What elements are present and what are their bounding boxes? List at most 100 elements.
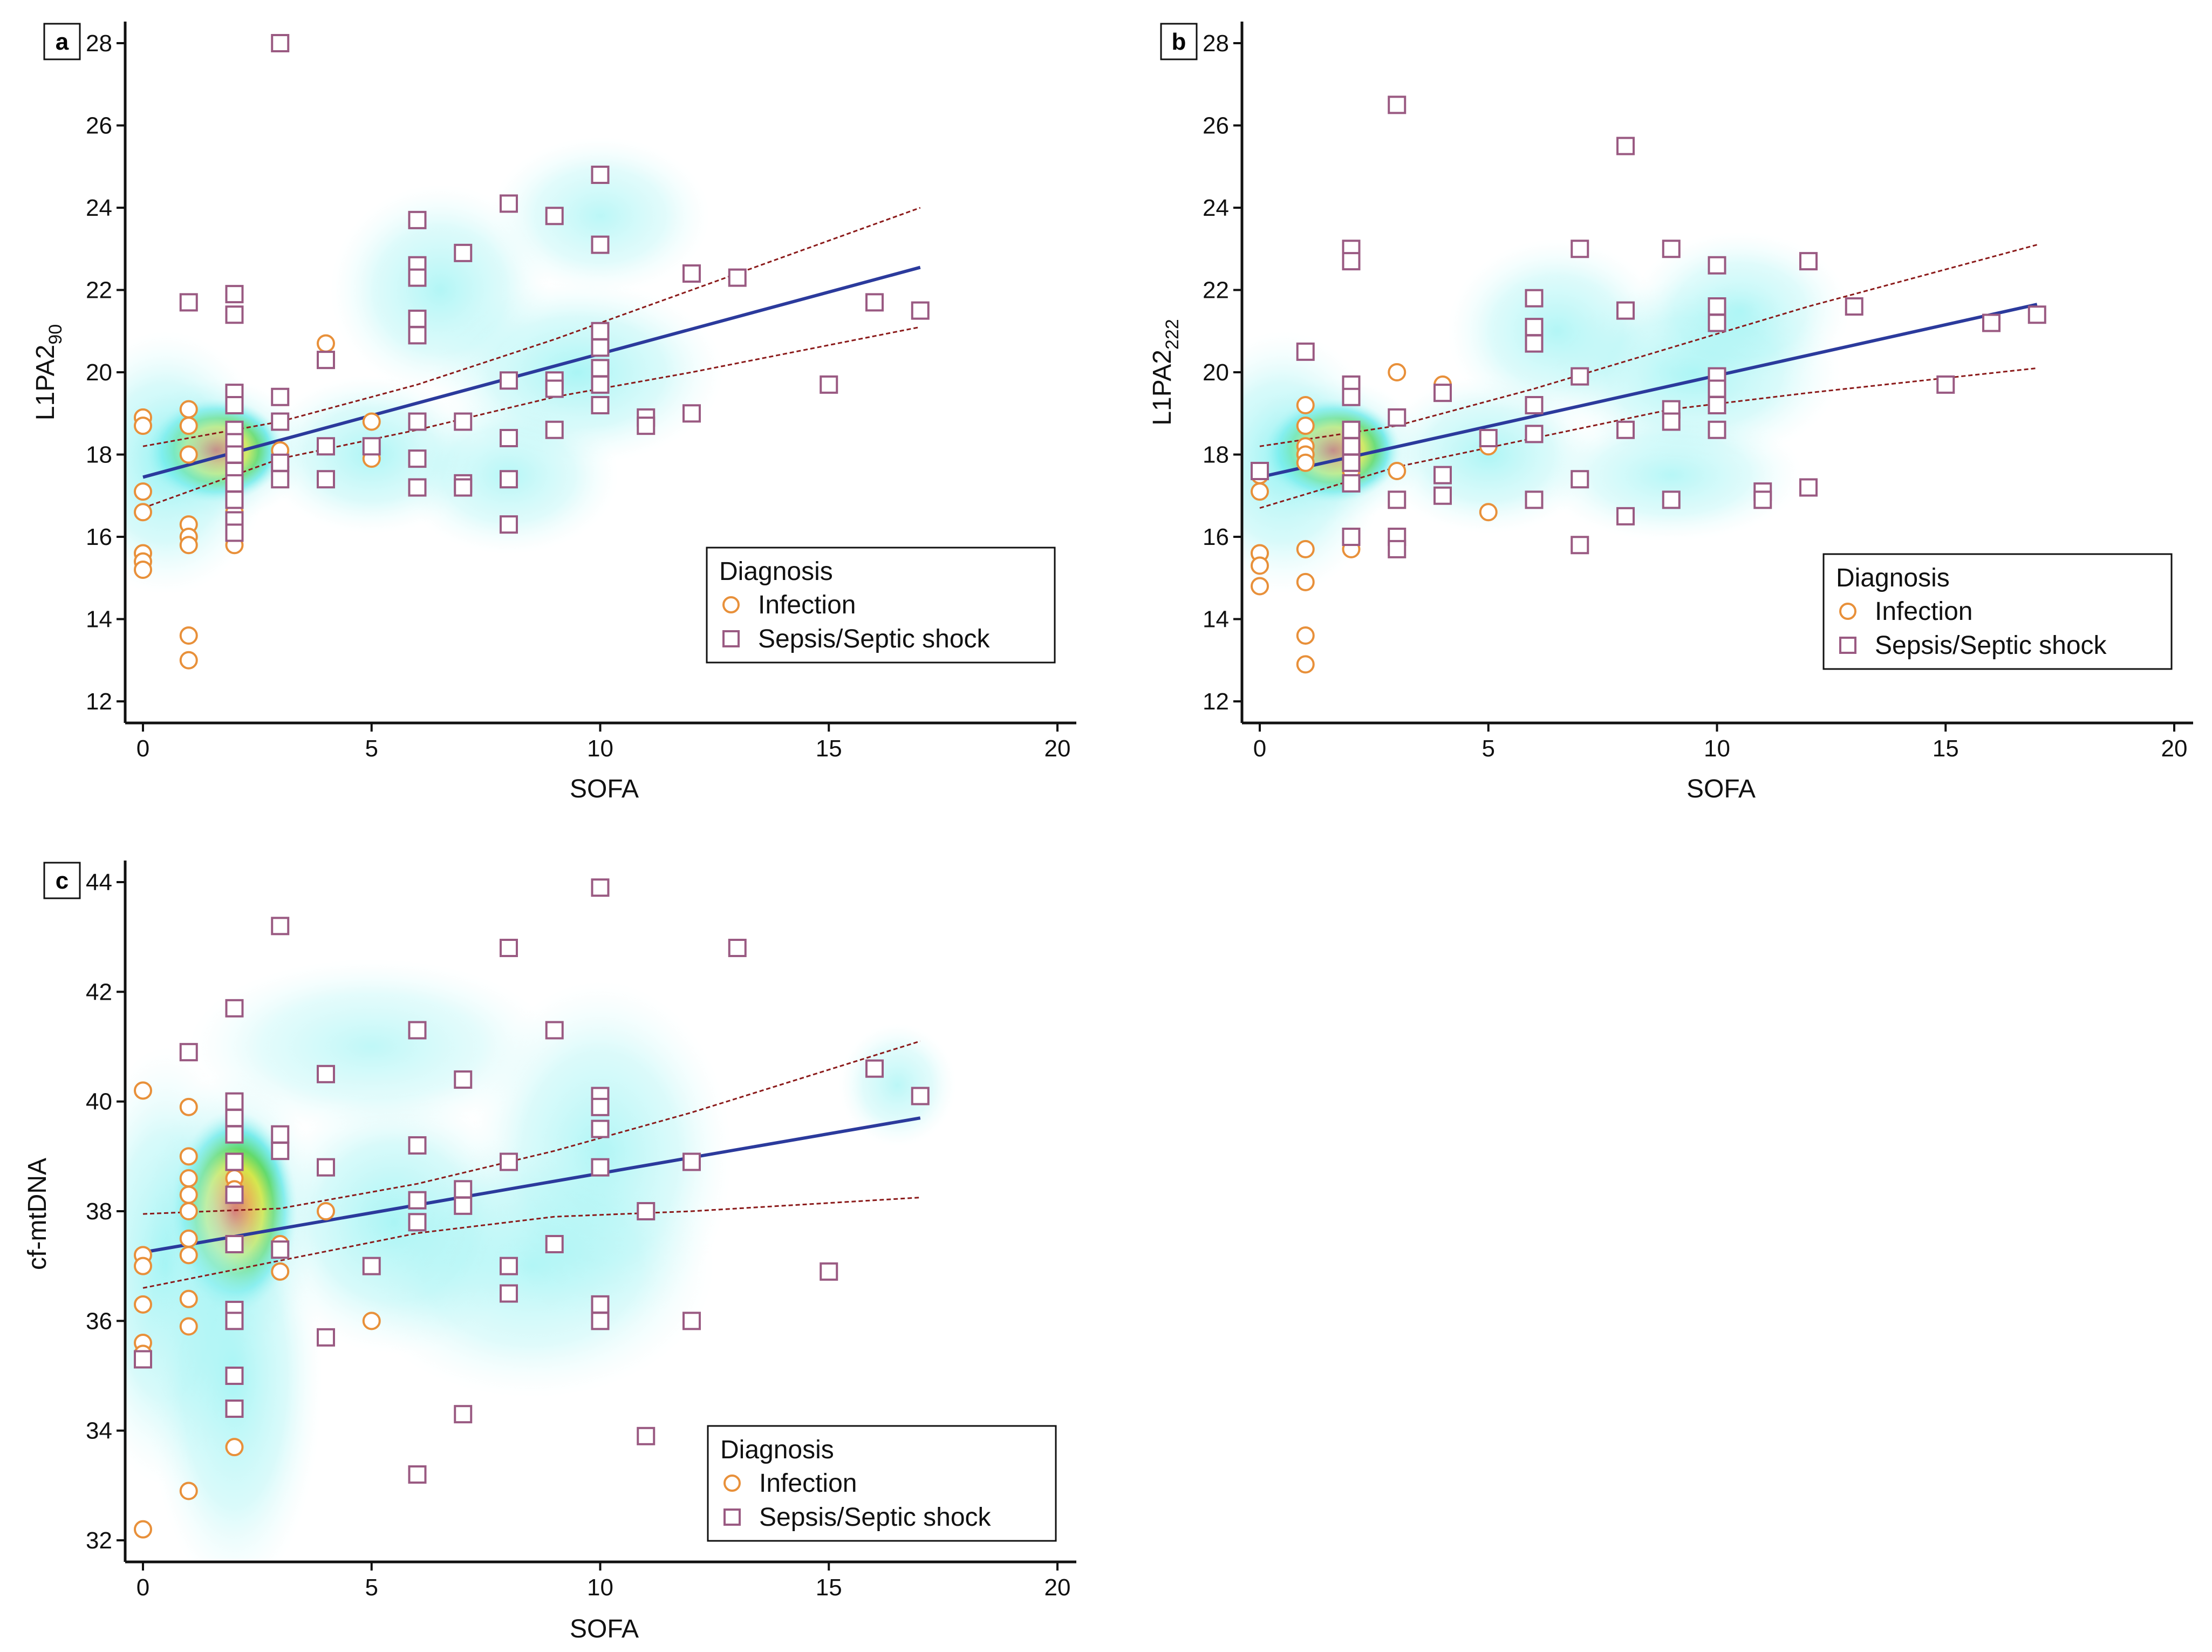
x-tick-label: 0 (1253, 735, 1266, 762)
sepsis-point (865, 293, 884, 312)
sepsis-point (1708, 313, 1726, 332)
sepsis-point (317, 1064, 335, 1083)
legend-infection-label: Infection (1875, 597, 1972, 626)
sepsis-point (225, 1125, 244, 1144)
sepsis-point (1342, 453, 1361, 472)
sepsis-point (1616, 301, 1635, 320)
sepsis-point (225, 1235, 244, 1253)
legend-title: Diagnosis (719, 557, 833, 586)
sepsis-point (362, 437, 381, 456)
infection-point (179, 445, 198, 464)
sepsis-point (179, 293, 198, 312)
infection-point (1388, 462, 1407, 480)
sepsis-point (454, 1405, 473, 1424)
infection-point (179, 1289, 198, 1308)
y-tick-label: 14 (1203, 606, 1229, 633)
infection-point (179, 400, 198, 419)
x-tick-label: 15 (816, 1574, 842, 1601)
sepsis-point (225, 490, 244, 509)
sepsis-point (225, 1312, 244, 1330)
sepsis-point (408, 309, 427, 328)
sepsis-point (225, 999, 244, 1018)
infection-point (1388, 363, 1407, 381)
sepsis-point (1662, 240, 1681, 258)
sepsis-point (408, 1021, 427, 1040)
regression-line (142, 1116, 921, 1254)
sepsis-point (362, 1257, 381, 1275)
sepsis-point (271, 34, 290, 52)
sepsis-point (591, 235, 610, 254)
infection-point (1251, 556, 1269, 575)
infection-point (225, 1438, 244, 1457)
sepsis-point (1251, 462, 1269, 480)
sepsis-point (2027, 305, 2046, 324)
infection-point (179, 1229, 198, 1248)
confidence-band (1259, 244, 2038, 509)
sepsis-point (1433, 486, 1452, 505)
x-ticks: 0 5 10 15 20 (1253, 723, 2188, 762)
infection-point (134, 1081, 152, 1100)
infection-point (179, 1317, 198, 1336)
infection-point (271, 1262, 290, 1281)
infection-point (1296, 626, 1315, 645)
sepsis-point (1662, 490, 1681, 509)
density-blob (838, 1023, 956, 1147)
y-tick-label: 38 (86, 1198, 112, 1225)
y-tick-label: 16 (86, 524, 112, 550)
infection-point (179, 1097, 198, 1116)
infection-point (179, 536, 198, 555)
sepsis-point (408, 210, 427, 229)
sepsis-point (317, 470, 335, 489)
data-points (1251, 95, 2046, 674)
y-tick-label: 24 (86, 195, 112, 221)
sepsis-point (1708, 379, 1726, 398)
sepsis-point (1708, 297, 1726, 316)
y-ticks: 12 14 16 18 20 22 24 26 28 (86, 30, 125, 715)
sepsis-point (728, 939, 747, 957)
x-axis-title: SOFA (1687, 775, 1756, 803)
density-blob (490, 136, 710, 295)
y-tick-label: 28 (86, 30, 112, 57)
y-tick-label: 26 (86, 113, 112, 139)
y-tick-label: 22 (1203, 277, 1229, 304)
infection-point (1296, 453, 1315, 472)
legend-title: Diagnosis (720, 1436, 834, 1464)
sepsis-point (591, 1119, 610, 1138)
sepsis-point (225, 474, 244, 493)
legend-infection-marker (1839, 603, 1856, 620)
y-tick-label: 24 (1203, 195, 1229, 221)
density-blob (1630, 231, 1850, 390)
sepsis-point (1388, 490, 1407, 509)
sepsis-point (865, 1059, 884, 1078)
x-tick-label: 20 (2161, 735, 2188, 762)
y-tick-label: 28 (1203, 30, 1229, 57)
sepsis-point (1616, 136, 1635, 155)
sepsis-point (408, 1136, 427, 1155)
x-tick-label: 20 (1044, 735, 1071, 762)
infection-point (362, 1312, 381, 1330)
sepsis-point (1708, 256, 1726, 275)
infection-point (179, 1482, 198, 1500)
x-tick-label: 5 (365, 735, 378, 762)
infection-point (179, 626, 198, 645)
panel-letter-b: b (1160, 23, 1198, 60)
y-tick-label: 20 (1203, 359, 1229, 386)
infection-point (134, 1295, 152, 1314)
sepsis-point (408, 1213, 427, 1232)
sepsis-point (408, 1191, 427, 1210)
y-tick-label: 12 (86, 688, 112, 715)
y-tick-label: 34 (86, 1418, 112, 1444)
y-ticks: 32 34 36 38 40 42 44 (86, 869, 125, 1554)
sepsis-point (1616, 507, 1635, 525)
sepsis-point (500, 1284, 518, 1303)
sepsis-point (682, 404, 701, 423)
sepsis-point (820, 1262, 838, 1281)
sepsis-point (1388, 408, 1407, 427)
legend-infection-marker (722, 596, 740, 613)
sepsis-point (591, 1312, 610, 1330)
y-axis-title-sub: 90 (45, 324, 66, 345)
sepsis-point (408, 326, 427, 345)
sepsis-point (225, 523, 244, 542)
legend-sepsis-label: Sepsis/Septic shock (1875, 631, 2107, 660)
